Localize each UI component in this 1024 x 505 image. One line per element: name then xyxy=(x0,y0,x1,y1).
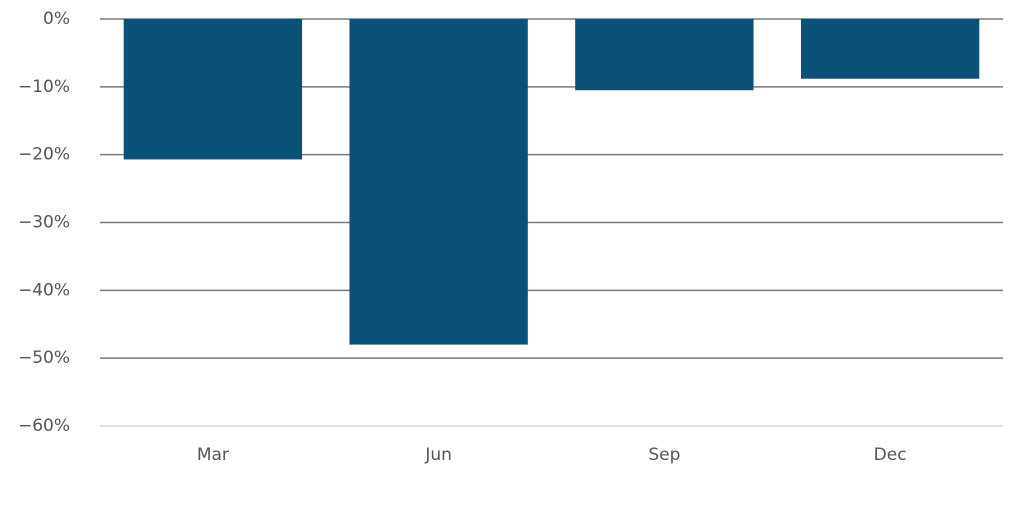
y-tick-label: −30% xyxy=(18,213,70,233)
bar xyxy=(349,19,528,345)
y-tick-label: −20% xyxy=(18,145,70,165)
layer: −60% −50% −40% −30% −20% −10% 0% Mar Jun Sep Dec xyxy=(18,9,907,465)
bar xyxy=(123,19,303,160)
bar xyxy=(575,19,754,91)
x-tick-label: Mar xyxy=(197,445,229,465)
y-tick-label: −50% xyxy=(18,348,70,368)
layer xyxy=(123,19,980,345)
y-tick-label: −40% xyxy=(18,280,70,300)
x-tick-label: Jun xyxy=(424,445,452,465)
y-tick-label: −10% xyxy=(18,77,70,97)
x-tick-label: Sep xyxy=(648,445,680,465)
y-tick-label: 0% xyxy=(43,9,70,29)
x-tick-label: Dec xyxy=(874,445,907,465)
y-tick-label: −60% xyxy=(18,416,70,436)
bar xyxy=(800,19,980,79)
